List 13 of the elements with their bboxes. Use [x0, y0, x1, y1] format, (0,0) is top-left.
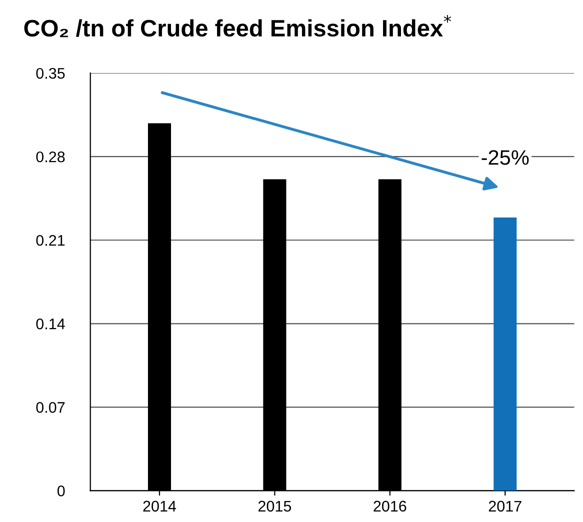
bar	[494, 217, 517, 491]
x-tick-label: 2015	[258, 500, 292, 512]
x-tick-label: 2014	[143, 500, 176, 512]
y-tick-label: 0.35	[36, 68, 65, 79]
y-tick-label: 0.28	[36, 151, 65, 162]
y-tick-label: 0.07	[36, 402, 65, 413]
x-tick-label: 2016	[374, 500, 406, 512]
chart-title: CO₂ /tn of Crude feed Emission Index$^{*}$	[24, 15, 452, 38]
x-tick-label: 2017	[488, 500, 522, 512]
y-tick-label: 0.21	[36, 234, 65, 246]
y-tick-label: 0.14	[36, 318, 65, 330]
annotation: -25%	[482, 150, 529, 165]
y-tick-label: 0	[57, 486, 65, 496]
